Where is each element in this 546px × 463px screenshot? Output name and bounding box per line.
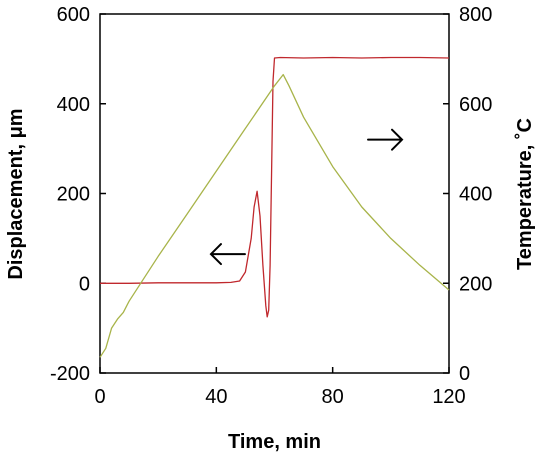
x-tick-label: 0 — [94, 386, 105, 408]
arrow-right-icon — [367, 128, 404, 151]
left-tick-label: 600 — [57, 4, 90, 26]
x-axis: 0 40 80 120 — [94, 367, 466, 408]
x-tick-label: 40 — [205, 386, 227, 408]
left-tick-label: -200 — [50, 363, 90, 385]
right-axis: 0 200 400 600 800 — [443, 4, 492, 385]
x-tick-label: 80 — [322, 386, 344, 408]
right-tick-label: 600 — [459, 94, 492, 116]
series-layer — [99, 56, 450, 358]
left-axis-title: Displacement, μm — [5, 108, 27, 279]
x-axis-title: Time, min — [228, 431, 321, 453]
right-axis-title: Temperature, ˚C — [513, 118, 536, 270]
right-tick-label: 200 — [459, 273, 492, 295]
left-axis: -200 0 200 400 600 — [50, 4, 106, 385]
left-tick-label: 0 — [79, 273, 90, 295]
x-tick-label: 120 — [432, 386, 465, 408]
left-tick-label: 200 — [57, 184, 90, 206]
left-tick-label: 400 — [57, 94, 90, 116]
arrow-left-icon — [209, 243, 246, 266]
temperature-series-line — [99, 73, 450, 358]
displacement-series-line — [100, 56, 450, 318]
annotation-layer — [209, 128, 404, 266]
right-tick-label: 0 — [459, 363, 470, 385]
right-tick-label: 400 — [459, 184, 492, 206]
right-tick-label: 800 — [459, 4, 492, 26]
